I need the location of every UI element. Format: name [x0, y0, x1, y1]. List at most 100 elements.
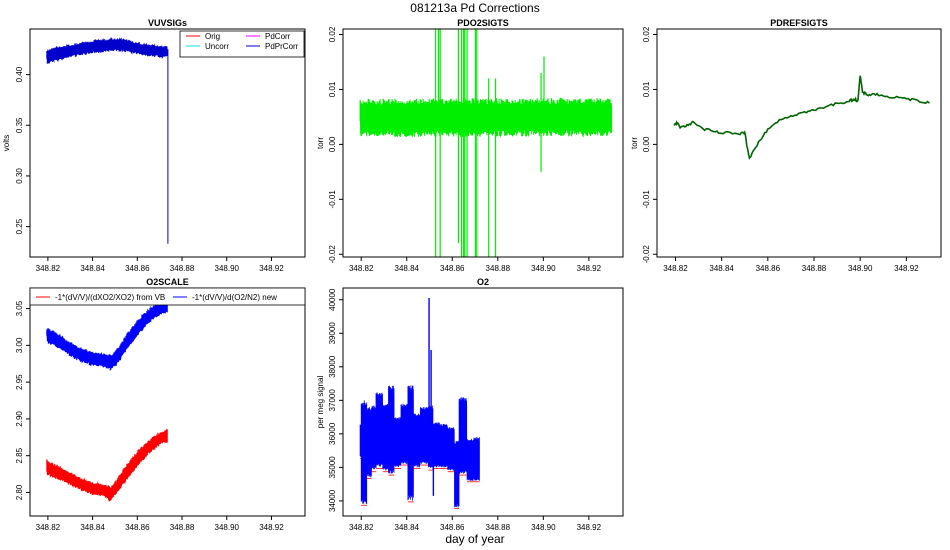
x-tick-label: 348.82 — [36, 264, 61, 273]
y-tick-label: 0.00 — [642, 136, 651, 152]
o2-block-noise — [447, 427, 455, 471]
y-tick-label: 0.40 — [15, 66, 24, 82]
plot-frame — [342, 28, 624, 258]
series-1 — [435, 29, 545, 257]
o2-block-noise — [393, 417, 402, 468]
series-0 — [673, 75, 931, 160]
y-tick-label: 2.95 — [15, 374, 24, 390]
o2-block-noise — [382, 404, 389, 471]
panel-title: PDREFSIGTS — [770, 18, 828, 28]
legend-label: PdPrCorr — [265, 42, 299, 51]
legend-label: PdCorr — [265, 32, 291, 41]
x-tick-label: 348.92 — [259, 523, 284, 532]
y-tick-label: 0.00 — [328, 136, 337, 152]
legend: -1*(dV/V)/(dXO2/XO2) from VB -1*(dV/V)/d(… — [29, 287, 306, 306]
x-tick-label: 348.82 — [663, 264, 688, 273]
o2-block-noise — [420, 407, 429, 464]
panel-title: O2 — [477, 277, 489, 287]
x-tick-label: 348.84 — [709, 264, 734, 273]
o2-block-noise — [366, 407, 372, 478]
legend: Orig PdCorr Uncorr PdPrCorr — [179, 30, 305, 58]
x-tick-label: 348.84 — [80, 264, 105, 273]
series--1-dv-v-d-o2-n2-new — [46, 299, 168, 371]
series-core — [360, 109, 612, 126]
y-tick-label: 0.25 — [15, 218, 24, 234]
y-axis-label: volts — [2, 135, 11, 151]
y-tick-label: 0.01 — [642, 81, 651, 97]
x-tick-label: 348.90 — [848, 264, 873, 273]
plot-frame — [656, 28, 942, 258]
x-tick-label: 348.92 — [577, 264, 602, 273]
x-tick-label: 348.84 — [80, 523, 105, 532]
y-tick-label: 0.02 — [328, 26, 337, 42]
series-0 — [359, 97, 613, 138]
x-tick-label: 348.90 — [215, 264, 240, 273]
y-tick-label: 2.85 — [15, 447, 24, 463]
series-pdprcorr — [46, 37, 168, 64]
series-core — [46, 303, 168, 366]
x-tick-label: 348.86 — [125, 523, 150, 532]
x-tick-label: 348.88 — [486, 523, 511, 532]
y-tick-label: -0.02 — [642, 245, 651, 264]
y-tick-label: 38000 — [328, 355, 337, 378]
plot-frame — [29, 28, 306, 258]
y-tick-label: 0.01 — [328, 81, 337, 97]
x-tick-label: 348.84 — [395, 523, 420, 532]
o2-block-noise — [375, 392, 383, 467]
x-tick-label: 348.82 — [349, 264, 374, 273]
x-tick-label: 348.88 — [802, 264, 827, 273]
panel-o2: O2 348.82 348.84 348.86 348.88 348.90 348.92 34… — [316, 277, 624, 532]
x-tick-label: 348.86 — [756, 264, 781, 273]
plot-area — [359, 29, 613, 257]
y-tick-label: 34000 — [328, 489, 337, 512]
y-tick-label: 40000 — [328, 288, 337, 311]
y-tick-label: 39000 — [328, 322, 337, 345]
y-axis-label: torr — [630, 137, 639, 149]
y-tick-label: -0.02 — [328, 245, 337, 264]
x-tick-label: 348.92 — [577, 523, 602, 532]
figure-xlabel: day of year — [445, 532, 504, 546]
x-tick-label: 348.90 — [531, 523, 556, 532]
y-tick-label: 3.00 — [15, 337, 24, 353]
o2-block-noise — [458, 397, 467, 474]
x-tick-label: 348.90 — [531, 264, 556, 273]
series-0 — [359, 298, 480, 510]
x-tick-label: 348.82 — [349, 523, 374, 532]
x-tick-label: 348.90 — [215, 523, 240, 532]
y-axis-label: per meg signal — [316, 376, 325, 429]
series-core — [46, 42, 168, 60]
o2-block-noise — [439, 423, 448, 468]
panel-o2scale: O2SCALE 348.82 348.84 348.86 348.88 348.90 348… — [15, 277, 306, 532]
y-tick-label: 3.05 — [15, 300, 24, 316]
y-tick-label: 2.90 — [15, 411, 24, 427]
x-tick-label: 348.88 — [170, 523, 195, 532]
plot-frame — [342, 287, 624, 517]
y-tick-label: -0.01 — [642, 190, 651, 209]
o2-block-noise — [371, 405, 377, 471]
o2-block-noise — [360, 400, 368, 505]
x-tick-label: 348.86 — [125, 264, 150, 273]
legend-box — [29, 287, 306, 306]
y-axis-label: torr — [316, 137, 325, 149]
o2-block-noise — [454, 440, 460, 508]
panel-vuvsigs: VUVSIGs 348.82 348.84 348.86 348.88 348.90 348… — [2, 18, 306, 273]
legend-label: Orig — [205, 32, 220, 41]
plot-area — [359, 298, 480, 510]
x-tick-label: 348.88 — [170, 264, 195, 273]
o2-block-noise — [466, 438, 474, 481]
legend-box — [179, 30, 305, 58]
x-tick-label: 348.84 — [395, 264, 420, 273]
panel-title: VUVSIGs — [148, 18, 187, 28]
plot-area — [46, 37, 169, 244]
y-tick-label: 0.35 — [15, 117, 24, 133]
x-tick-label: 348.86 — [440, 264, 465, 273]
panel-title: O2SCALE — [146, 277, 189, 287]
y-tick-label: 37000 — [328, 389, 337, 412]
series-core — [46, 433, 168, 498]
legend-label: Uncorr — [205, 42, 229, 51]
figure-title: 081213a Pd Corrections — [410, 1, 539, 15]
x-tick-label: 348.92 — [259, 264, 284, 273]
o2-block-noise — [413, 413, 421, 468]
legend-label: -1*(dV/V)/(dXO2/XO2) from VB — [55, 293, 165, 302]
